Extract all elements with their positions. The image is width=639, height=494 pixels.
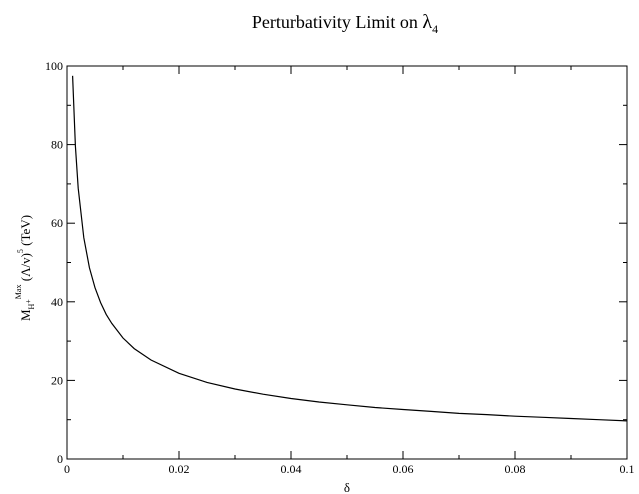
x-tick-label: 0.06 bbox=[393, 462, 414, 476]
x-tick-label: 0 bbox=[64, 462, 70, 476]
axis-ticks bbox=[66, 65, 628, 460]
x-tick-label: 0.1 bbox=[620, 462, 635, 476]
x-tick-label: 0.08 bbox=[505, 462, 526, 476]
y-axis-label: MH+Max (Λ/v)5 (TeV) bbox=[14, 215, 36, 321]
x-axis-label: δ bbox=[344, 480, 350, 494]
svg-text:MH+Max (Λ/v)5 (TeV): MH+Max (Λ/v)5 (TeV) bbox=[14, 215, 36, 321]
y-tick-label: 80 bbox=[51, 138, 63, 152]
y-tick-label: 0 bbox=[57, 452, 63, 466]
y-tick-label: 100 bbox=[45, 59, 63, 73]
y-tick-label: 20 bbox=[51, 373, 63, 387]
x-tick-label: 0.04 bbox=[281, 462, 302, 476]
y-tick-label: 40 bbox=[51, 295, 63, 309]
series-line bbox=[72, 75, 628, 422]
plot-frame bbox=[66, 65, 628, 460]
x-tick-label: 0.02 bbox=[169, 462, 190, 476]
tick-labels: 0 0.02 0.04 0.06 0.08 0.1 0 20 40 60 80 100 bbox=[45, 59, 635, 476]
chart-title: Perturbativity Limit on λ4 bbox=[252, 11, 438, 36]
y-tick-label: 60 bbox=[51, 216, 63, 230]
